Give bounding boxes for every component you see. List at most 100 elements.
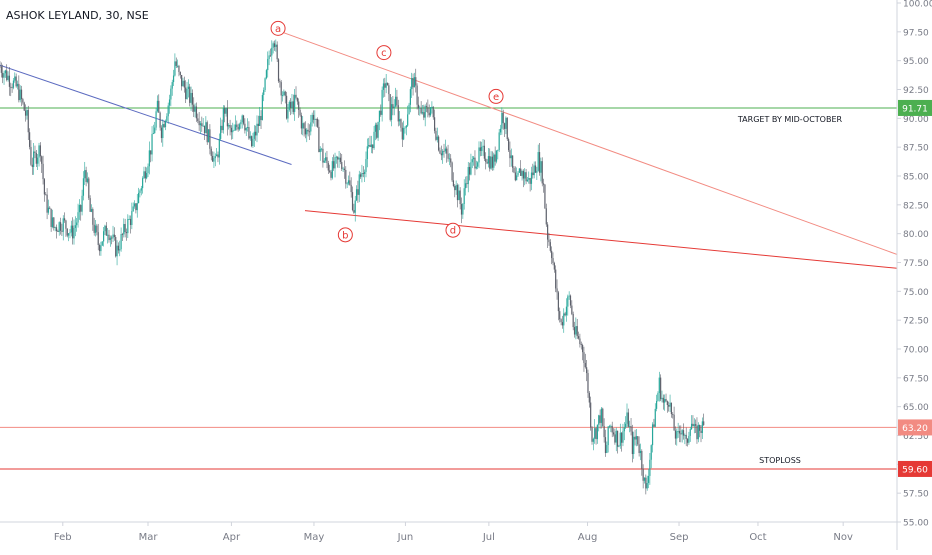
candle-body [345, 169, 347, 184]
candle-body [42, 163, 44, 180]
candle-body [677, 430, 679, 432]
candle-body [486, 161, 488, 164]
candle-body [534, 165, 537, 173]
candle-body [154, 127, 156, 134]
candle-body [627, 412, 629, 427]
candle-body [618, 445, 620, 447]
candle-body [3, 73, 5, 78]
candle-body [684, 434, 686, 436]
y-tick-label: 80.00 [903, 230, 929, 240]
candle-body [517, 172, 519, 176]
candle-body [455, 185, 457, 191]
candle-body [365, 159, 367, 172]
candle-body [310, 122, 312, 132]
candle-body [357, 189, 359, 195]
candle-body [682, 430, 685, 436]
candle-body [38, 145, 40, 158]
candle-body [249, 136, 251, 139]
candle-body [650, 445, 652, 460]
candle-body [191, 92, 194, 105]
candle-body [311, 114, 313, 123]
candle-body [693, 424, 695, 427]
candle-body [57, 231, 59, 233]
candle-body [41, 156, 43, 164]
candle-body [427, 107, 429, 113]
candle-body [424, 106, 426, 118]
candle-body [464, 183, 467, 189]
candle-body [62, 218, 64, 232]
candle-body [490, 156, 492, 169]
candle-body [388, 85, 390, 95]
candle-body [369, 144, 371, 147]
candle-body [599, 415, 601, 423]
candle-body [119, 249, 121, 251]
candle-body [690, 423, 693, 430]
candle-body [431, 106, 433, 108]
candle-body [108, 234, 110, 241]
candle-body [377, 121, 379, 138]
candle-body [276, 44, 278, 60]
candle-body [532, 172, 534, 176]
candle-body [151, 133, 153, 155]
candle-body [125, 232, 128, 234]
candle-body [73, 227, 75, 239]
candle-body [39, 145, 41, 157]
candle-body [213, 158, 215, 162]
price-tag-label: 63.20 [902, 424, 928, 434]
candle-body [583, 352, 585, 363]
candle-body [349, 180, 351, 185]
candle-body [380, 110, 382, 115]
candle-body [166, 116, 168, 121]
candle-body [174, 61, 176, 76]
candle-body [252, 138, 254, 147]
candle-body [100, 245, 102, 252]
candle-body [257, 123, 259, 127]
candle-body [207, 129, 210, 143]
candle-body [265, 70, 268, 79]
candle-body [303, 123, 305, 129]
candle-body [665, 399, 667, 402]
price-tag-bg [898, 460, 932, 477]
candle-body [146, 173, 148, 179]
candle-body [530, 172, 533, 184]
candle-body [69, 232, 71, 234]
wave-label-a: a [275, 24, 281, 35]
candle-body [194, 106, 196, 112]
candle-body [237, 126, 239, 130]
x-tick-label: Mar [139, 532, 159, 543]
candle-body [540, 161, 542, 173]
candle-body [260, 115, 262, 121]
candle-body [551, 250, 553, 259]
candle-body [662, 397, 664, 403]
candle-body [147, 166, 149, 174]
candle-body [699, 424, 701, 431]
candle-body [77, 212, 79, 223]
candle-body [436, 136, 438, 140]
candle-body [651, 424, 654, 446]
candle-body [78, 205, 80, 213]
candle-body [253, 131, 255, 139]
candle-body [378, 110, 381, 122]
candle-body [244, 123, 246, 131]
y-tick-label: 67.50 [903, 374, 929, 384]
candle-body [604, 437, 607, 453]
candle-body [485, 158, 487, 162]
candle-body [226, 107, 228, 127]
candle-body [164, 120, 167, 128]
candle-body [482, 145, 484, 147]
y-tick-label: 57.50 [903, 490, 929, 500]
candle-body [306, 129, 308, 135]
candle-body [509, 150, 511, 159]
candle-body [302, 123, 304, 129]
candle-body [68, 233, 70, 236]
candle-body [416, 85, 418, 105]
candle-body [202, 125, 204, 127]
y-tick-label: 65.00 [903, 403, 929, 413]
level-annotation: TARGET BY MID-OCTOBER [737, 115, 843, 124]
candle-body [346, 183, 348, 185]
candle-body [582, 344, 584, 353]
candle-body [88, 178, 90, 199]
candle-body [287, 109, 289, 119]
